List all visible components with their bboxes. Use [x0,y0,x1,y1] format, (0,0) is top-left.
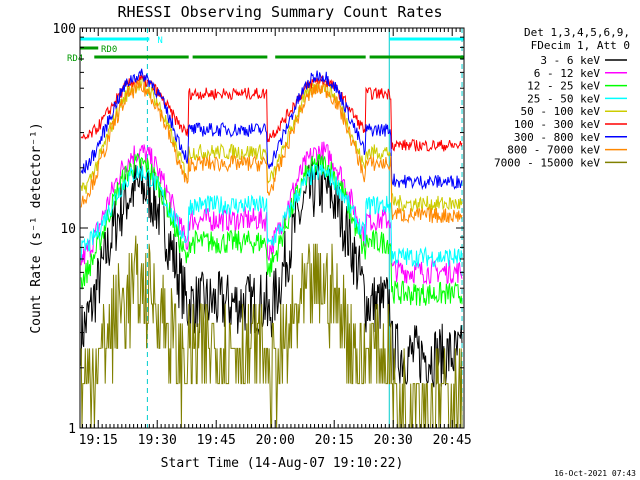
x-tick-label-3: 20:00 [256,433,295,448]
series-6-line [80,68,463,191]
flag-label-rd4: RD4 [67,54,83,64]
x-tick-label-4: 20:15 [315,433,354,448]
x-tick-label-5: 20:30 [374,433,413,448]
series-3-line [80,163,463,268]
legend-header-2: FDecim 1, Att 0 [531,39,630,52]
legend: Det 1,3,4,5,6,9, FDecim 1, Att 0 3 - 6 k… [494,26,630,169]
series-1-line [80,141,463,285]
legend-label-6: 300 - 800 keV [514,131,600,144]
chart-title: RHESSI Observing Summary Count Rates [117,3,442,21]
footer-timestamp: 16-Oct-2021 07:43 [554,469,636,478]
plot-area: N RD0 RD4 19:15 19:30 19:45 20:00 20:15 20:30 20:… [53,22,472,448]
legend-header-1: Det 1,3,4,5,6,9, [524,26,630,39]
x-tick-label-0: 19:15 [79,433,118,448]
y-tick-label-1: 10 [60,222,76,237]
x-axis-label: Start Time (14-Aug-07 19:10:22) [161,456,404,471]
x-tick-label-2: 19:45 [197,433,236,448]
legend-label-3: 25 - 50 keV [527,92,600,105]
legend-label-4: 50 - 100 keV [521,105,601,118]
series-0-line [80,158,463,388]
legend-label-2: 12 - 25 keV [527,80,600,93]
series-7-line [80,80,463,224]
legend-label-7: 800 - 7000 keV [507,144,600,157]
series-2-line [80,152,463,307]
legend-label-1: 6 - 12 keV [534,67,601,80]
legend-label-5: 100 - 300 keV [514,118,600,131]
x-tick-label-6: 20:45 [433,433,472,448]
flag-label-rd0: RD0 [101,45,117,55]
flag-label-n: N [157,36,162,46]
y-axis-label: Count Rate (s⁻¹ detector⁻¹) [29,122,44,333]
x-tick-label-1: 19:30 [138,433,177,448]
y-tick-label-0: 1 [68,422,76,437]
legend-label-8: 7000 - 15000 keV [494,156,600,169]
y-tick-label-2: 100 [53,22,76,37]
legend-label-0: 3 - 6 keV [540,54,600,67]
